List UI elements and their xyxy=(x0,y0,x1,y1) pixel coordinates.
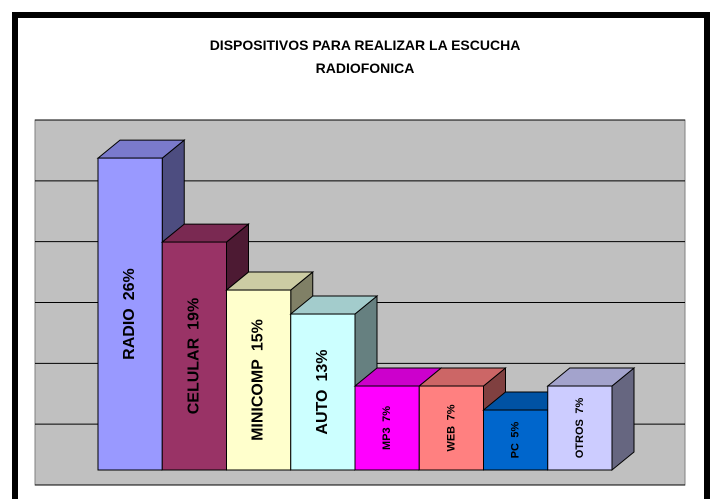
bar-front xyxy=(483,409,549,471)
bar-label: OTROS 7% xyxy=(574,398,586,459)
bar-front xyxy=(161,241,227,471)
category-label: MP3 xyxy=(381,427,393,450)
bar-label: MINICOMP 15% xyxy=(250,319,267,441)
bar-label: AUTO 13% xyxy=(314,349,331,434)
chart-title: DISPOSITIVOS PARA REALIZAR LA ESCUCHA xyxy=(210,37,521,53)
value-label: 19% xyxy=(186,298,203,330)
bar-front xyxy=(354,385,420,471)
category-label: OTROS xyxy=(574,419,586,458)
value-label: 15% xyxy=(250,319,267,351)
category-label: PC xyxy=(510,443,522,458)
category-label: RADIO xyxy=(121,308,138,360)
bar-front xyxy=(290,313,356,471)
bar-front xyxy=(547,385,613,471)
bar: OTROS 7% xyxy=(546,366,636,472)
category-label: MINICOMP xyxy=(250,359,267,441)
bar-label: RADIO 26% xyxy=(121,268,138,360)
bar-front xyxy=(418,385,484,471)
chart-title: RADIOFONICA xyxy=(316,60,415,76)
bar-front xyxy=(97,157,163,471)
bar-label: PC 5% xyxy=(510,421,522,458)
bar-label: MP37% xyxy=(381,406,393,450)
category-label: CELULAR xyxy=(186,337,203,414)
chart-frame xyxy=(12,12,710,499)
value-label: 7% xyxy=(574,398,586,414)
bar-front xyxy=(226,289,292,471)
value-label: 5% xyxy=(510,421,522,437)
value-label: 26% xyxy=(121,268,138,300)
category-label: AUTO xyxy=(314,390,331,435)
bar-label: WEB 7% xyxy=(445,404,457,451)
category-label: WEB xyxy=(445,426,457,452)
value-label: 13% xyxy=(314,349,331,381)
value-label: 7% xyxy=(445,404,457,420)
bars: RADIO26%CELULAR19%MINICOMP15%AUTO13%MP37… xyxy=(96,139,636,472)
value-label: 7% xyxy=(381,406,393,422)
bar-label: CELULAR 19% xyxy=(186,298,203,414)
